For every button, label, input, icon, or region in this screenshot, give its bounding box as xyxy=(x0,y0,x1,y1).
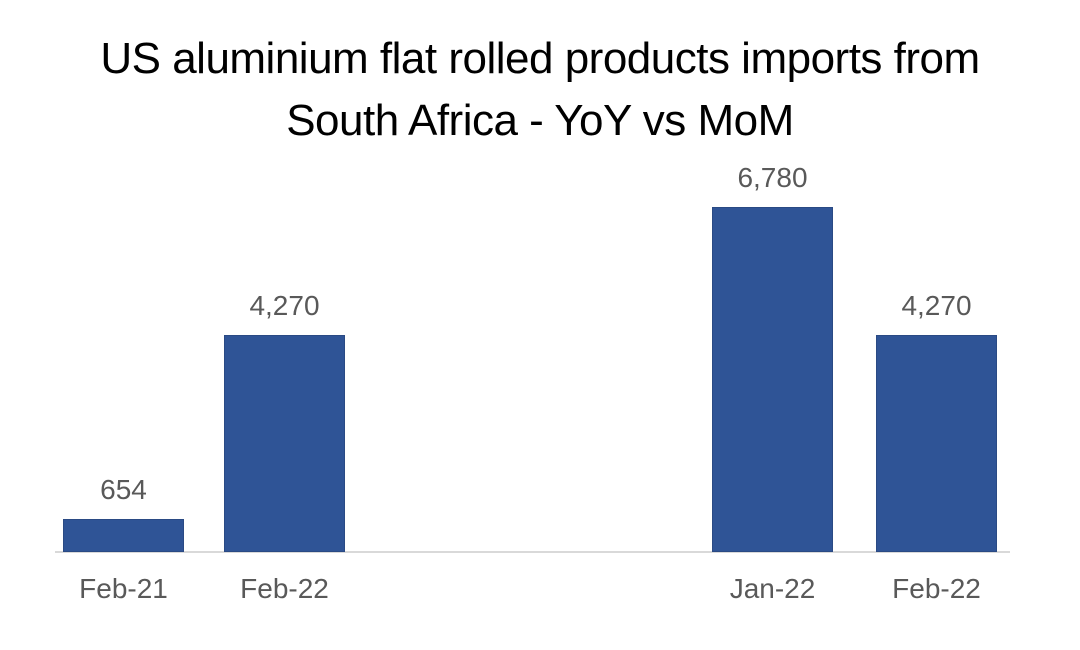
chart-title-line-1: US aluminium flat rolled products import… xyxy=(100,34,980,83)
category-label-feb-22-1: Feb-22 xyxy=(240,573,329,604)
bar-value-label-feb-22-3: 4,270 xyxy=(901,290,972,321)
chart-title: US aluminium flat rolled products import… xyxy=(0,28,1080,152)
bar-value-label-feb-21-0: 654 xyxy=(100,474,147,505)
bar-feb-21-0 xyxy=(63,519,184,552)
bar-value-label-jan-22-2: 6,780 xyxy=(737,162,808,193)
bar-value-label-feb-22-1: 4,270 xyxy=(249,290,320,321)
x-axis-line xyxy=(55,551,1010,553)
category-label-feb-21-0: Feb-21 xyxy=(79,573,168,604)
bar-feb-22-1 xyxy=(224,335,345,552)
bar-jan-22-2 xyxy=(712,207,833,552)
bar-feb-22-3 xyxy=(876,335,997,552)
category-label-jan-22-2: Jan-22 xyxy=(729,573,816,604)
category-label-feb-22-3: Feb-22 xyxy=(892,573,981,604)
chart-title-line-2: South Africa - YoY vs MoM xyxy=(286,96,794,145)
